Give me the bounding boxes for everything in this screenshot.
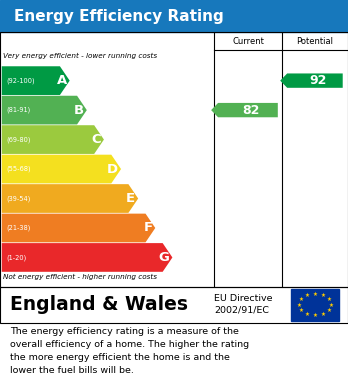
Text: (55-68): (55-68): [6, 166, 31, 172]
Text: ★: ★: [329, 303, 333, 307]
Text: ★: ★: [321, 293, 325, 298]
Text: B: B: [74, 104, 84, 117]
Text: Potential: Potential: [296, 37, 333, 46]
Polygon shape: [2, 213, 155, 242]
Polygon shape: [280, 74, 343, 88]
Text: ★: ★: [304, 293, 309, 298]
Text: ★: ★: [299, 297, 303, 302]
Text: ★: ★: [304, 312, 309, 317]
Text: D: D: [107, 163, 118, 176]
Polygon shape: [2, 243, 172, 272]
Text: The energy efficiency rating is a measure of the
overall efficiency of a home. T: The energy efficiency rating is a measur…: [10, 327, 250, 375]
Polygon shape: [2, 184, 138, 213]
Polygon shape: [2, 155, 121, 183]
Text: 92: 92: [310, 74, 327, 87]
Polygon shape: [2, 125, 104, 154]
Text: ★: ★: [313, 313, 317, 318]
Text: Very energy efficient - lower running costs: Very energy efficient - lower running co…: [3, 52, 158, 59]
Polygon shape: [2, 66, 70, 95]
Text: EU Directive
2002/91/EC: EU Directive 2002/91/EC: [214, 294, 272, 315]
Text: ★: ★: [313, 292, 317, 297]
Text: Current: Current: [232, 37, 264, 46]
Text: A: A: [57, 74, 67, 87]
Text: (92-100): (92-100): [6, 77, 34, 84]
Text: F: F: [143, 221, 152, 235]
Text: England & Wales: England & Wales: [10, 296, 188, 314]
Text: (69-80): (69-80): [6, 136, 30, 143]
Text: G: G: [159, 251, 169, 264]
Text: (1-20): (1-20): [6, 254, 26, 261]
Text: 82: 82: [243, 104, 260, 117]
Text: Energy Efficiency Rating: Energy Efficiency Rating: [14, 9, 224, 23]
Text: (21-38): (21-38): [6, 225, 30, 231]
Text: ★: ★: [296, 303, 301, 307]
Text: ★: ★: [299, 308, 303, 313]
Text: (39-54): (39-54): [6, 195, 30, 202]
Text: ★: ★: [326, 308, 331, 313]
Text: (81-91): (81-91): [6, 107, 30, 113]
Text: Not energy efficient - higher running costs: Not energy efficient - higher running co…: [3, 274, 158, 280]
Polygon shape: [211, 103, 278, 117]
Text: ★: ★: [321, 312, 325, 317]
Text: ★: ★: [326, 297, 331, 302]
Polygon shape: [2, 96, 87, 124]
Text: C: C: [92, 133, 101, 146]
Text: E: E: [126, 192, 135, 205]
